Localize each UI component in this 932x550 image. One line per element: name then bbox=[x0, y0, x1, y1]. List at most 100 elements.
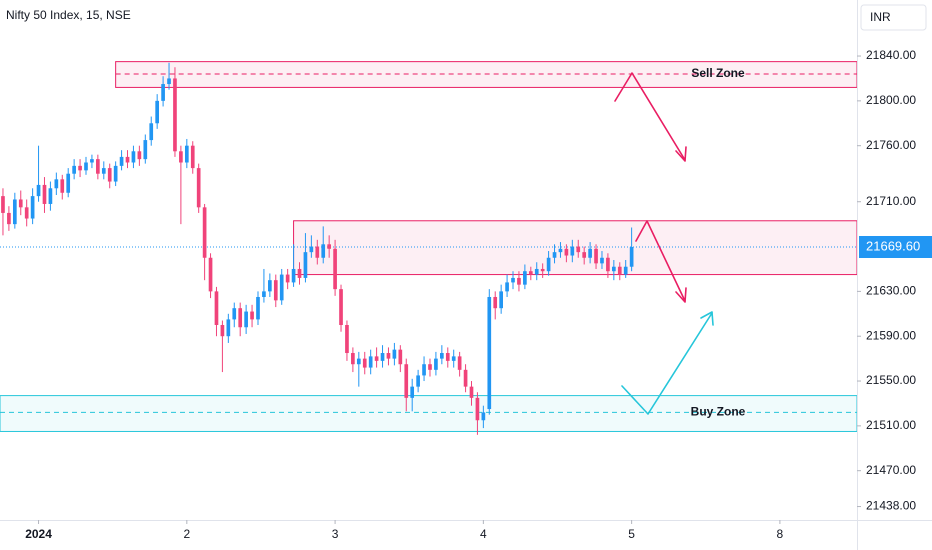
candle-body bbox=[101, 168, 106, 174]
candle-body bbox=[404, 364, 409, 398]
candle-body bbox=[309, 246, 314, 253]
candle-body bbox=[362, 358, 367, 368]
candle-body bbox=[273, 280, 278, 301]
candle-body bbox=[119, 156, 124, 166]
candle-body bbox=[588, 248, 592, 258]
candle-body bbox=[440, 353, 444, 359]
candle-body bbox=[208, 257, 213, 292]
zone-label: Sell Zone bbox=[691, 66, 745, 80]
candle-body bbox=[386, 353, 391, 359]
candle-body bbox=[54, 179, 59, 189]
candle-body bbox=[1, 196, 5, 213]
candle-body bbox=[481, 412, 486, 421]
y-tick-label: 21800.00 bbox=[866, 93, 916, 107]
candle-body bbox=[511, 277, 515, 283]
candle-body bbox=[184, 145, 189, 163]
candle-body bbox=[226, 319, 231, 337]
candle-body bbox=[552, 252, 557, 258]
candle-body bbox=[137, 151, 142, 160]
candle-body bbox=[113, 165, 118, 182]
candle-body bbox=[125, 156, 130, 163]
candle-body bbox=[416, 375, 420, 387]
x-tick-label: 5 bbox=[628, 527, 635, 541]
last-price-badge bbox=[859, 236, 932, 258]
last-price-label: 21669.60 bbox=[866, 238, 920, 253]
candle-body bbox=[96, 159, 100, 174]
candle-body bbox=[422, 364, 426, 376]
candle-body bbox=[262, 291, 266, 297]
x-tick-label: 2024 bbox=[25, 527, 52, 541]
candle-body bbox=[7, 212, 11, 225]
candle-body bbox=[528, 271, 533, 275]
candle-body bbox=[463, 369, 468, 387]
candle-body bbox=[12, 199, 17, 225]
candle-body bbox=[268, 280, 272, 292]
candle-body bbox=[279, 274, 284, 301]
candle-body bbox=[107, 168, 112, 182]
y-tick-label: 21840.00 bbox=[866, 48, 916, 62]
candle-body bbox=[505, 282, 509, 292]
candle-body bbox=[131, 151, 136, 163]
y-tick-label: 21710.00 bbox=[866, 194, 916, 208]
currency-box[interactable] bbox=[860, 4, 927, 31]
y-tick-label: 21630.00 bbox=[866, 284, 916, 298]
candle-body bbox=[161, 84, 165, 101]
candle-body bbox=[469, 386, 474, 398]
candle-body bbox=[42, 184, 47, 204]
candle-body bbox=[629, 247, 634, 267]
candle-body bbox=[345, 325, 349, 354]
candle-body bbox=[368, 356, 373, 368]
x-tick-label: 3 bbox=[332, 527, 339, 541]
candle-body bbox=[24, 207, 29, 219]
candle-body bbox=[66, 173, 71, 193]
candle-body bbox=[303, 252, 308, 278]
candle-body bbox=[291, 268, 296, 283]
y-tick-label: 21510.00 bbox=[866, 418, 916, 432]
candle-body bbox=[351, 353, 355, 365]
candle-body bbox=[392, 349, 397, 359]
candle-body bbox=[256, 296, 260, 320]
candle-body bbox=[179, 151, 183, 163]
arrow bbox=[635, 220, 686, 302]
candle-body bbox=[434, 358, 438, 370]
candle-body bbox=[356, 358, 361, 365]
arrow-head bbox=[675, 146, 687, 162]
candle-body bbox=[611, 266, 616, 272]
x-tick-label: 2 bbox=[183, 527, 190, 541]
candle-body bbox=[60, 179, 65, 193]
candle-body bbox=[327, 244, 331, 249]
y-tick-label: 21590.00 bbox=[866, 328, 916, 342]
candle-body bbox=[523, 271, 527, 285]
candle-body bbox=[48, 188, 53, 204]
candle-body bbox=[606, 257, 610, 272]
candle-body bbox=[451, 356, 456, 361]
candle-body bbox=[493, 296, 498, 309]
zone bbox=[0, 395, 858, 432]
arrow bbox=[621, 312, 713, 415]
candle-body bbox=[546, 257, 551, 272]
candle-body bbox=[321, 244, 326, 258]
candle-body bbox=[297, 268, 302, 278]
drawings bbox=[614, 72, 714, 415]
candle-body bbox=[84, 162, 88, 171]
arrow-head bbox=[700, 311, 714, 326]
currency: INR bbox=[870, 10, 891, 24]
candle-body bbox=[517, 277, 521, 285]
candle-body bbox=[72, 165, 76, 174]
candle-body bbox=[36, 184, 41, 197]
candle-body bbox=[499, 291, 503, 309]
y-tick-label: 21438.00 bbox=[866, 499, 916, 513]
candle-body bbox=[374, 356, 379, 361]
arrow-head bbox=[675, 287, 687, 303]
plot-area: Sell Zone Buy Zone bbox=[0, 61, 858, 435]
candle-body bbox=[190, 145, 195, 169]
candle-body bbox=[333, 248, 337, 290]
candle-body bbox=[623, 266, 628, 275]
y-tick-label: 21470.00 bbox=[866, 463, 916, 477]
chart-title: Nifty 50 Index, 15, NSE bbox=[6, 8, 131, 22]
candle-body bbox=[315, 246, 320, 258]
candle-body bbox=[238, 308, 243, 328]
candle-body bbox=[487, 296, 492, 410]
